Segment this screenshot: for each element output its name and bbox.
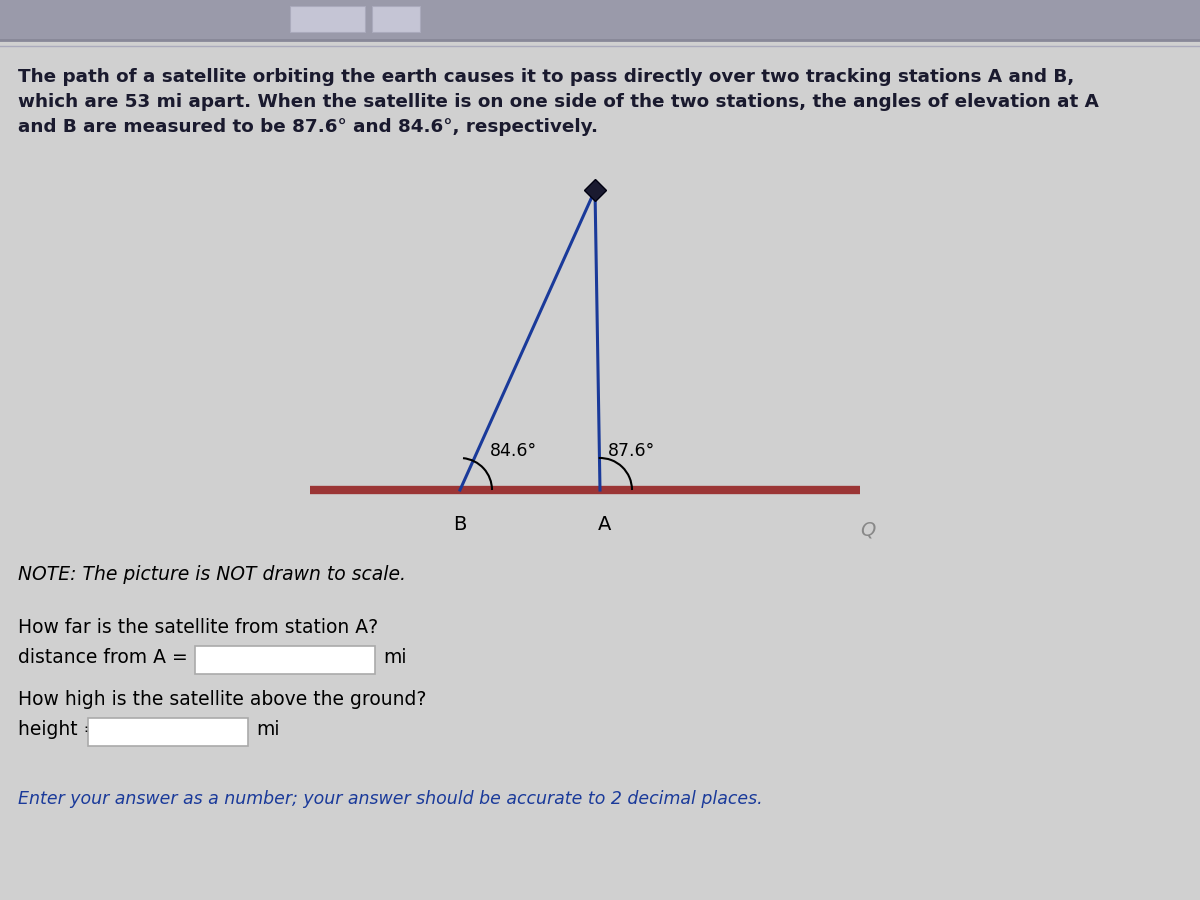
Text: A: A (599, 515, 612, 534)
Bar (0, 0, 1200, 40)
Text: which are 53 mi apart. When the satellite is on one side of the two stations, th: which are 53 mi apart. When the satellit… (18, 93, 1099, 111)
Text: How far is the satellite from station A?: How far is the satellite from station A? (18, 618, 378, 637)
Text: The path of a satellite orbiting the earth causes it to pass directly over two t: The path of a satellite orbiting the ear… (18, 68, 1074, 86)
Bar (194, 646, 374, 674)
Text: 84.6°: 84.6° (490, 442, 538, 460)
Text: 87.6°: 87.6° (608, 442, 655, 460)
Text: and B are measured to be 87.6° and 84.6°, respectively.: and B are measured to be 87.6° and 84.6°… (18, 118, 598, 136)
Bar (88, 718, 248, 746)
Bar (290, 6, 365, 32)
Text: height =: height = (18, 720, 100, 739)
Text: How high is the satellite above the ground?: How high is the satellite above the grou… (18, 690, 426, 709)
Text: Enter your answer as a number; your answer should be accurate to 2 decimal place: Enter your answer as a number; your answ… (18, 790, 763, 808)
Text: NOTE: The picture is NOT drawn to scale.: NOTE: The picture is NOT drawn to scale. (18, 565, 406, 584)
Text: mi: mi (256, 720, 280, 739)
Text: Q: Q (860, 520, 875, 539)
Text: B: B (454, 515, 467, 534)
Text: mi: mi (383, 648, 407, 667)
Text: distance from A =: distance from A = (18, 648, 187, 667)
Bar (372, 6, 420, 32)
